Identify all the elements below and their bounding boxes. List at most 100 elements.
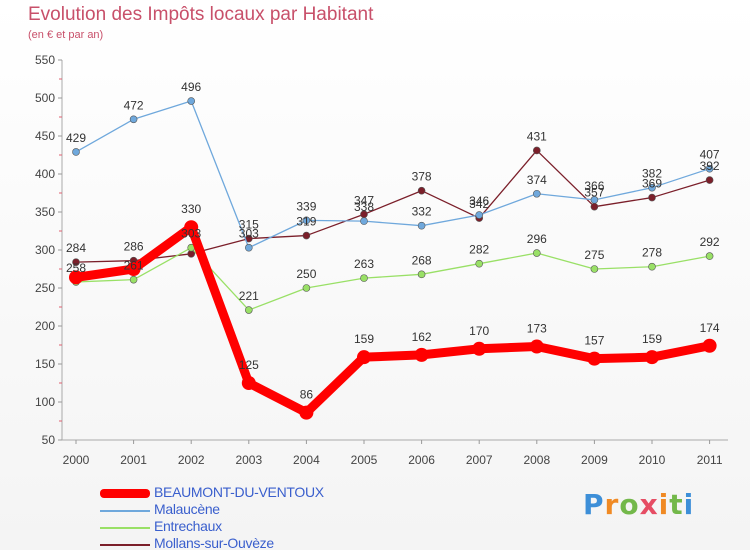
data-point xyxy=(302,284,311,292)
x-tick-label: 2003 xyxy=(235,453,262,467)
data-label: 346 xyxy=(469,194,489,208)
chart-title: Evolution des Impôts locaux par Habitant xyxy=(28,4,374,25)
data-point xyxy=(532,249,541,257)
x-tick-label: 2009 xyxy=(581,453,608,467)
legend-label: Mollans-sur-Ouvèze xyxy=(154,535,274,551)
data-point xyxy=(414,347,429,362)
data-label: 315 xyxy=(239,218,259,232)
data-label: 357 xyxy=(584,186,604,200)
data-label: 157 xyxy=(584,334,604,348)
series-line-2 xyxy=(75,247,711,311)
data-label: 338 xyxy=(354,200,374,214)
series-layer xyxy=(69,97,717,420)
y-tick-label: 100 xyxy=(35,395,55,409)
data-label: 282 xyxy=(469,243,489,257)
data-label: 342 xyxy=(469,197,489,211)
data-point xyxy=(72,148,80,156)
x-tick-label: 2000 xyxy=(63,453,90,467)
data-label: 268 xyxy=(412,253,432,267)
data-label: 496 xyxy=(181,80,201,94)
data-label: 174 xyxy=(700,321,720,335)
data-point xyxy=(705,176,714,184)
x-tick-label: 2004 xyxy=(293,453,320,467)
data-label: 258 xyxy=(66,261,86,275)
series-line-0 xyxy=(71,222,715,418)
data-label: 173 xyxy=(527,322,547,336)
data-point xyxy=(705,252,714,260)
x-tick-label: 2006 xyxy=(408,453,435,467)
data-point xyxy=(241,376,256,390)
data-point xyxy=(302,216,311,225)
data-label: 407 xyxy=(700,148,720,162)
data-point xyxy=(72,258,80,266)
data-label: 431 xyxy=(527,129,547,143)
data-point xyxy=(590,196,599,204)
data-point xyxy=(532,146,541,155)
data-label: 332 xyxy=(412,205,432,219)
data-point xyxy=(590,265,599,273)
data-point xyxy=(126,262,141,276)
data-label: 221 xyxy=(239,289,259,303)
data-label: 378 xyxy=(412,170,432,184)
data-point xyxy=(587,351,602,366)
data-label: 162 xyxy=(412,330,432,344)
data-point xyxy=(705,164,714,173)
data-point xyxy=(472,341,487,356)
data-label: 366 xyxy=(584,179,604,193)
legend-label: BEAUMONT-DU-VENTOUX xyxy=(154,484,324,500)
data-point xyxy=(184,220,199,235)
x-tick-label: 2002 xyxy=(178,453,205,467)
data-label: 429 xyxy=(66,131,86,145)
y-tick-label: 200 xyxy=(35,319,55,333)
y-tick-label: 250 xyxy=(35,281,55,295)
legend-swatch xyxy=(100,489,150,498)
data-point xyxy=(417,270,426,279)
data-label: 286 xyxy=(124,240,144,254)
x-tick-label: 2008 xyxy=(523,453,550,467)
data-point xyxy=(702,338,717,353)
y-tick-label: 300 xyxy=(35,243,55,257)
legend-swatch xyxy=(100,510,150,512)
data-point xyxy=(645,350,659,365)
data-label: 86 xyxy=(300,388,314,402)
data-point xyxy=(129,115,138,124)
data-label: 170 xyxy=(469,324,489,338)
data-label: 330 xyxy=(181,202,201,216)
data-label: 275 xyxy=(584,248,604,262)
data-label: 261 xyxy=(124,259,144,273)
data-label: 303 xyxy=(181,227,201,241)
data-label: 159 xyxy=(354,332,374,346)
data-label: 159 xyxy=(642,332,662,346)
data-point xyxy=(360,217,368,225)
data-label: 472 xyxy=(124,98,144,112)
data-labels: 284 286 315 319 347 378 342 431 357 369 392 429 472 4… xyxy=(66,80,720,402)
data-point xyxy=(475,259,484,268)
legend-label: Entrechaux xyxy=(154,518,222,534)
y-tick-label: 550 xyxy=(35,53,55,67)
y-tick-label: 350 xyxy=(35,205,55,219)
data-point xyxy=(529,339,544,354)
data-point xyxy=(360,274,368,282)
data-point xyxy=(417,221,426,230)
data-point xyxy=(299,405,314,420)
data-label: 292 xyxy=(700,235,720,249)
y-tick-label: 50 xyxy=(42,433,56,447)
series-line-1 xyxy=(75,100,711,249)
line-chart: 50 100 150 200 250 300 350 400 450 500 550 2000 2001… xyxy=(35,53,728,467)
x-tick-label: 2005 xyxy=(351,453,378,467)
data-label: 296 xyxy=(527,232,547,246)
data-label: 250 xyxy=(296,267,316,281)
data-label: 374 xyxy=(527,173,547,187)
y-tick-label: 450 xyxy=(35,129,55,143)
data-point xyxy=(357,350,371,365)
x-tick-label: 2007 xyxy=(466,453,493,467)
data-point xyxy=(69,270,83,285)
data-label: 382 xyxy=(642,167,662,181)
data-point xyxy=(648,193,656,202)
data-point xyxy=(648,262,656,271)
data-point xyxy=(532,189,541,198)
x-tick-label: 2010 xyxy=(639,453,666,467)
data-label: 347 xyxy=(354,193,374,207)
data-label: 319 xyxy=(296,215,316,229)
